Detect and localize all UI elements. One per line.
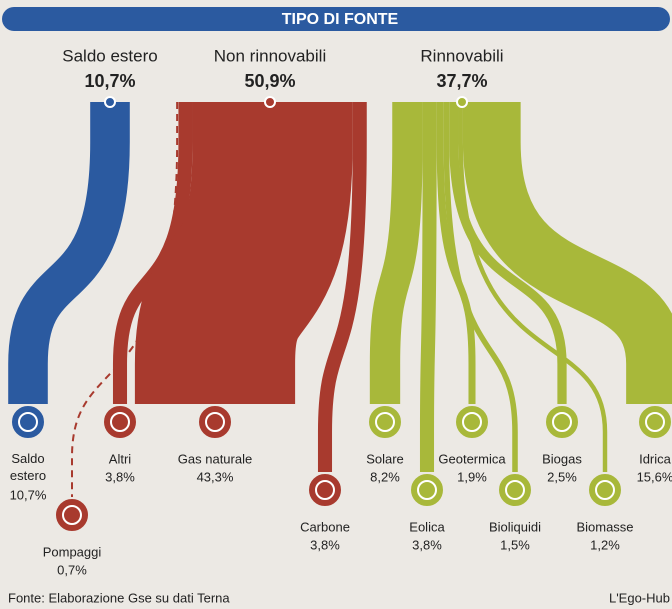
group-value: 37,7% — [436, 71, 487, 91]
node-name: Biogas — [542, 451, 582, 466]
node-name: Geotermica — [438, 451, 506, 466]
chart-title: TIPO DI FONTE — [282, 11, 399, 28]
node-name: Altri — [109, 451, 132, 466]
node-icon-ring — [205, 412, 225, 432]
node-icon-ring — [462, 412, 482, 432]
node-name: Idrica — [639, 451, 672, 466]
node-name: Saldo estero — [10, 451, 46, 483]
node-icon — [637, 404, 672, 440]
node-name: Solare — [366, 451, 404, 466]
node-icon — [307, 472, 343, 508]
group-value: 50,9% — [244, 71, 295, 91]
group-name: Saldo estero — [62, 46, 157, 65]
labels: Saldo estero 10,7% Saldo estero 10,7% Non rin… — [10, 46, 672, 577]
node-value: 3,8% — [412, 537, 442, 552]
node-name: Carbone — [300, 519, 350, 534]
node-name: Gas naturale — [178, 451, 252, 466]
node-value: 1,5% — [500, 537, 530, 552]
node-icon — [10, 404, 46, 440]
node-name: Eolica — [409, 519, 445, 534]
node-name: Biomasse — [576, 519, 633, 534]
group-dot — [264, 96, 276, 108]
flow — [443, 102, 518, 472]
flow — [462, 102, 672, 404]
title-bar — [2, 7, 670, 31]
node-icon-ring — [645, 412, 665, 432]
node-icon — [587, 472, 623, 508]
group-name: Rinnovabili — [420, 46, 503, 65]
flow — [369, 102, 423, 404]
node-value: 8,2% — [370, 469, 400, 484]
node-value: 15,6% — [637, 469, 672, 484]
node-icon-ring — [18, 412, 38, 432]
flow — [458, 102, 608, 472]
flow — [134, 102, 353, 404]
group-value: 10,7% — [84, 71, 135, 91]
node-icon — [409, 472, 445, 508]
node-icon — [497, 472, 533, 508]
flow — [419, 102, 437, 472]
node-value: 3,8% — [105, 469, 135, 484]
node-icon — [102, 404, 138, 440]
node-value: 3,8% — [310, 537, 340, 552]
node-value: 0,7% — [57, 562, 87, 577]
flows — [8, 102, 672, 497]
group-name: Non rinnovabili — [214, 46, 326, 65]
node-icon-ring — [595, 480, 615, 500]
node-icon — [54, 497, 90, 533]
node-value: 1,9% — [457, 469, 487, 484]
group-dot — [456, 96, 468, 108]
node-icon-ring — [315, 480, 335, 500]
node-icon — [197, 404, 233, 440]
node-icon-ring — [417, 480, 437, 500]
node-value: 10,7% — [10, 487, 47, 502]
node-icon — [367, 404, 403, 440]
node-value: 2,5% — [547, 469, 577, 484]
source: Fonte: Elaborazione Gse su dati Terna — [8, 590, 230, 605]
flow — [8, 102, 130, 404]
node-icon-ring — [552, 412, 572, 432]
node-icon-ring — [62, 505, 82, 525]
node-icon — [544, 404, 580, 440]
flow — [449, 102, 567, 404]
credit: L'Ego-Hub — [609, 590, 670, 605]
node-value: 1,2% — [590, 537, 620, 552]
node-name: Bioliquidi — [489, 519, 541, 534]
node-icon — [454, 404, 490, 440]
flow — [317, 102, 367, 472]
node-name: Pompaggi — [43, 544, 102, 559]
node-value: 43,3% — [197, 469, 234, 484]
node-icon-ring — [505, 480, 525, 500]
group-dot — [104, 96, 116, 108]
node-icon-ring — [375, 412, 395, 432]
node-icon-ring — [110, 412, 130, 432]
